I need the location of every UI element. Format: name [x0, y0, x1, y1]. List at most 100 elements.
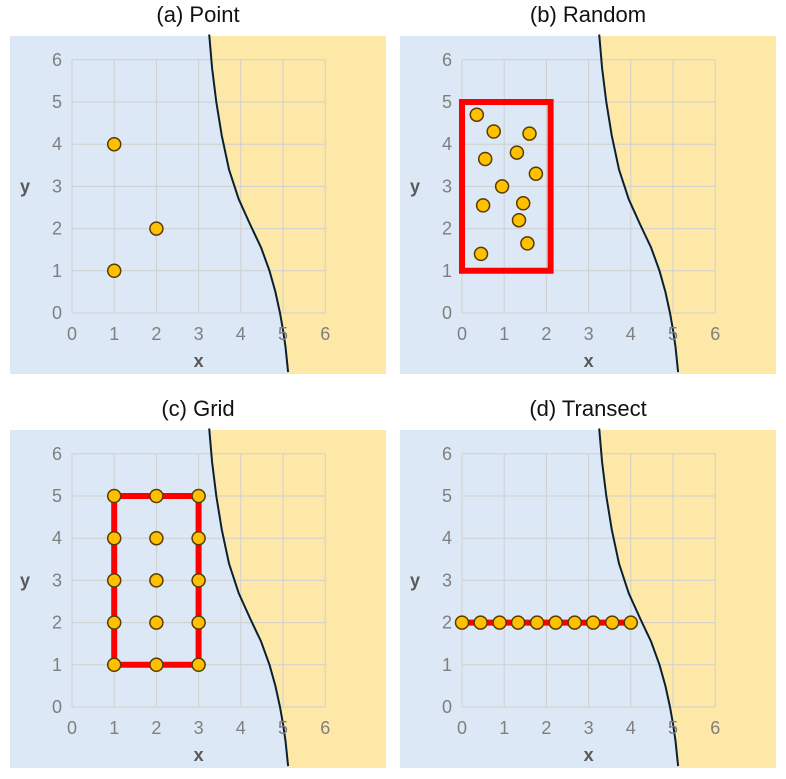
right-region [599, 34, 776, 374]
sample-point [510, 615, 526, 630]
sample-point [191, 488, 206, 504]
sample-point [585, 615, 601, 630]
sample-point [106, 488, 122, 504]
y-tick-label: 5 [52, 486, 62, 506]
x-tick-label: 0 [457, 324, 467, 344]
y-tick-label: 5 [442, 486, 452, 506]
sample-point [106, 136, 122, 152]
y-tick-label: 6 [52, 444, 62, 464]
sample-point [492, 615, 507, 630]
x-tick-label: 3 [584, 718, 594, 738]
y-tick-label: 2 [442, 613, 452, 633]
sample-point [509, 145, 525, 160]
x-tick-label: 3 [584, 324, 594, 344]
x-tick-label: 4 [236, 324, 246, 344]
point-sampling-plot: 0 1 2 3 4 5 6 0 1 2 3 4 5 6 x y [10, 34, 386, 374]
y-tick-label: 3 [52, 176, 62, 196]
y-tick-label: 3 [442, 570, 452, 590]
y-tick-label: 2 [52, 613, 62, 633]
y-tick-label: 1 [442, 655, 452, 675]
x-tick-label: 1 [499, 324, 509, 344]
x-tick-label: 0 [457, 718, 467, 738]
sample-point [520, 236, 535, 251]
x-tick-label: 2 [151, 718, 161, 738]
sample-point [477, 151, 493, 167]
x-tick-label: 5 [278, 718, 288, 738]
transect-sampling-plot: 0 1 2 3 4 5 6 0 1 2 3 4 5 6 x y [400, 428, 776, 768]
x-tick-label: 2 [541, 324, 551, 344]
sample-point [106, 573, 122, 588]
y-tick-label: 0 [442, 303, 452, 323]
sample-point [454, 615, 470, 630]
y-tick-label: 4 [442, 134, 452, 154]
x-tick-label: 5 [668, 324, 678, 344]
x-tick-label: 0 [67, 324, 77, 344]
y-tick-label: 1 [52, 655, 62, 675]
boundary-curve [208, 428, 290, 767]
y-axis-label: y [20, 570, 30, 590]
x-axis-label: x [584, 745, 594, 765]
sample-point [191, 530, 206, 546]
boundary-curve [208, 34, 290, 373]
panel-title: (a) Point [156, 2, 240, 27]
sample-point [149, 530, 164, 546]
panel-title: (c) Grid [161, 396, 235, 421]
sample-point [486, 124, 501, 139]
y-tick-label: 5 [52, 92, 62, 112]
y-tick-label: 4 [52, 528, 62, 548]
sample-point [191, 657, 206, 673]
sample-point [149, 657, 164, 673]
x-tick-label: 6 [320, 718, 330, 738]
x-axis-label: x [584, 351, 594, 371]
y-tick-label: 4 [442, 528, 452, 548]
sample-point [494, 179, 510, 194]
x-axis-label: x [194, 351, 204, 371]
x-tick-label: 0 [67, 718, 77, 738]
y-tick-label: 4 [52, 134, 62, 154]
sample-point [149, 615, 164, 630]
x-tick-label: 6 [710, 324, 720, 344]
x-axis-label: x [194, 745, 204, 765]
sample-point [515, 196, 531, 211]
y-tick-label: 0 [442, 697, 452, 717]
y-tick-label: 2 [442, 219, 452, 239]
panel-title: (b) Random [529, 2, 647, 27]
panel-title: (d) Transect [529, 396, 647, 421]
x-tick-label: 3 [194, 718, 204, 738]
x-tick-label: 4 [626, 324, 636, 344]
sample-point [604, 615, 620, 630]
panel-grid: (c) Grid 0 1 2 3 4 5 6 0 1 2 3 4 5 6 x y [10, 394, 386, 779]
sample-point [529, 615, 545, 630]
panel-random: (b) Random 0 1 2 3 4 5 6 0 1 2 3 4 5 6 x y [400, 0, 776, 385]
y-tick-label: 6 [442, 50, 452, 70]
sample-point [511, 212, 527, 228]
y-tick-label: 3 [442, 176, 452, 196]
y-tick-label: 1 [442, 261, 452, 281]
boundary-curve [598, 34, 680, 373]
boundary-curve [598, 428, 680, 767]
x-tick-label: 5 [668, 718, 678, 738]
sample-point [149, 488, 164, 504]
y-tick-label: 2 [52, 219, 62, 239]
y-tick-label: 6 [442, 444, 452, 464]
y-axis-label: y [410, 570, 420, 590]
sample-point [149, 573, 164, 588]
sample-point [528, 166, 544, 181]
right-region [209, 428, 386, 768]
sample-point [106, 530, 122, 546]
y-tick-label: 5 [442, 92, 452, 112]
sample-point [106, 657, 122, 673]
sampling-frame [459, 99, 554, 274]
x-tick-label: 1 [109, 718, 119, 738]
panel-transect: (d) Transect 0 1 2 3 4 5 6 0 1 2 3 4 5 6 x y [400, 394, 776, 779]
sample-point [149, 221, 164, 236]
sample-point [469, 107, 485, 122]
x-tick-label: 4 [236, 718, 246, 738]
x-tick-label: 4 [626, 718, 636, 738]
x-tick-label: 2 [151, 324, 161, 344]
sample-point [623, 615, 639, 630]
sample-point [475, 198, 491, 213]
right-region [209, 34, 386, 374]
x-tick-label: 1 [109, 324, 119, 344]
random-sampling-plot: 0 1 2 3 4 5 6 0 1 2 3 4 5 6 x y [400, 34, 776, 374]
